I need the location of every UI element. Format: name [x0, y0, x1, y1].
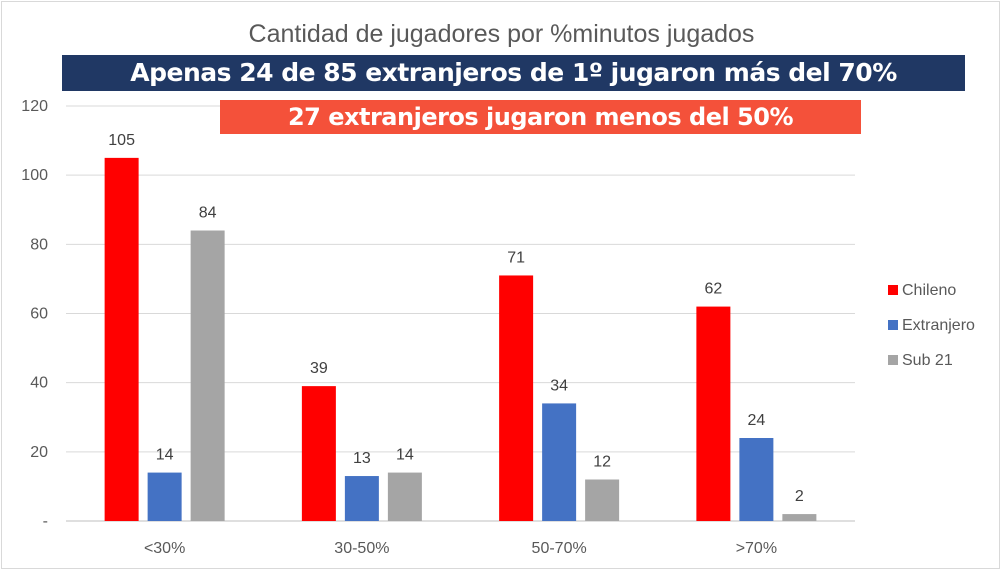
x-tick-label: 50-70% [532, 540, 587, 557]
gridlines [66, 105, 855, 522]
legend: Chileno Extranjero Sub 21 [888, 282, 975, 369]
data-label: 2 [795, 488, 804, 505]
legend-label: Chileno [902, 282, 956, 299]
data-label: 62 [704, 281, 722, 298]
bar-chileno [696, 306, 731, 521]
legend-swatch [888, 320, 898, 330]
data-labels: 105 14 84 39 13 14 71 34 12 62 24 2 [108, 132, 804, 505]
bar-sub-21 [190, 230, 225, 521]
data-label: 34 [550, 377, 568, 394]
bar-chileno [301, 386, 336, 521]
y-tick-label: 80 [30, 236, 48, 253]
data-label: 39 [310, 360, 328, 377]
bar-extranjero [542, 403, 577, 521]
x-tick-label: 30-50% [334, 540, 389, 557]
bar-extranjero [147, 472, 182, 521]
bar-extranjero [739, 438, 774, 521]
annotation-banner-top: Apenas 24 de 85 extranjeros de 1º jugaro… [62, 55, 965, 91]
legend-swatch [888, 285, 898, 295]
bar-chileno [104, 157, 139, 521]
y-tick-label: 40 [30, 375, 48, 392]
bar-chileno [499, 275, 534, 521]
bar-sub-21 [387, 472, 422, 521]
bar-sub-21 [585, 479, 620, 521]
data-label: 14 [156, 447, 174, 464]
data-label: 24 [747, 412, 765, 429]
data-label: 71 [507, 249, 525, 266]
annotation-banner-secondary: 27 extranjeros jugaron menos del 50% [220, 100, 861, 134]
x-tick-label: >70% [736, 540, 777, 557]
y-tick-label: 100 [21, 167, 48, 184]
y-tick-label: - [43, 513, 48, 530]
y-tick-label: 60 [30, 306, 48, 323]
y-axis-ticks: - 20 40 60 80 100 120 [21, 98, 48, 530]
legend-label: Sub 21 [902, 352, 953, 369]
x-axis-ticks: <30% 30-50% 50-70% >70% [144, 540, 777, 557]
data-label: 12 [593, 454, 611, 471]
legend-swatch [888, 355, 898, 365]
bars [104, 157, 817, 521]
bar-extranjero [344, 476, 379, 521]
x-tick-label: <30% [144, 540, 185, 557]
data-label: 14 [396, 447, 414, 464]
y-tick-label: 120 [21, 98, 48, 115]
y-tick-label: 20 [30, 444, 48, 461]
data-label: 13 [353, 450, 371, 467]
data-label: 84 [199, 205, 217, 222]
chart-title: Cantidad de jugadores por %minutos jugad… [248, 20, 755, 48]
bar-sub-21 [782, 514, 817, 521]
data-label: 105 [108, 132, 135, 149]
legend-label: Extranjero [902, 317, 975, 334]
